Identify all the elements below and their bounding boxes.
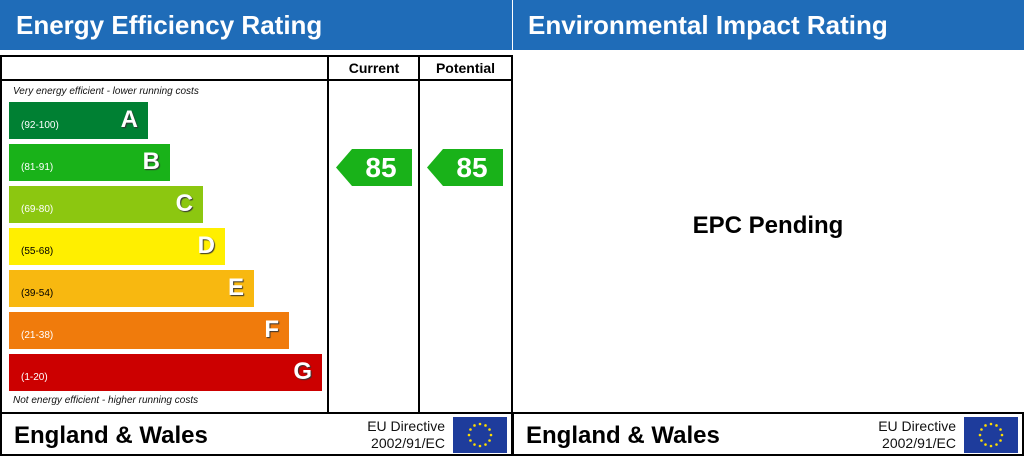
- band-bar-g: (1-20) G: [9, 354, 322, 391]
- star: [980, 428, 983, 431]
- band-bar-b: (81-91) B: [9, 144, 170, 181]
- star: [488, 439, 491, 442]
- band-letter: E: [227, 274, 244, 301]
- band-letter: D: [197, 232, 215, 259]
- band-range: (21-38): [21, 330, 54, 341]
- potential-rating-arrow: 85: [427, 149, 503, 186]
- right-footer: England & Wales EU Directive 2002/91/EC: [512, 412, 1024, 456]
- divider: [327, 55, 329, 412]
- star: [484, 443, 487, 446]
- star: [999, 428, 1002, 431]
- star: [984, 424, 987, 427]
- region-label: England & Wales: [526, 422, 720, 449]
- directive-line2: 2002/91/EC: [882, 435, 956, 451]
- energy-efficiency-header: Energy Efficiency Rating: [0, 0, 512, 50]
- band-range: (81-91): [21, 162, 54, 173]
- epc-pending-status: EPC Pending: [692, 212, 844, 239]
- band-bar-a: (92-100) A: [9, 102, 148, 139]
- star: [989, 422, 993, 426]
- divider: [418, 55, 420, 412]
- directive-line2: 2002/91/EC: [371, 435, 445, 451]
- left-footer: England & Wales EU Directive 2002/91/EC: [0, 412, 513, 456]
- directive-line1: EU Directive: [878, 418, 956, 434]
- band-bar-e: (39-54) E: [9, 270, 254, 307]
- star: [995, 443, 998, 446]
- eu-directive: EU Directive 2002/91/EC: [878, 418, 956, 452]
- star: [478, 444, 482, 448]
- current-rating-arrow: 85: [336, 149, 412, 186]
- star: [473, 443, 476, 446]
- band-bar-f: (21-38) F: [9, 312, 289, 349]
- band-letter: G: [293, 358, 312, 385]
- star: [984, 443, 987, 446]
- star: [478, 422, 482, 426]
- star: [484, 424, 487, 427]
- band-bar-c: (69-80) C: [9, 186, 203, 223]
- band-range: (92-100): [21, 120, 59, 131]
- star: [995, 424, 998, 427]
- region-label: England & Wales: [14, 422, 208, 449]
- bottom-note: Not energy efficient - higher running co…: [13, 395, 199, 406]
- band-range: (69-80): [21, 204, 54, 215]
- band-letter: C: [175, 190, 193, 217]
- current-rating-value: 85: [365, 152, 397, 183]
- band-letter: A: [120, 106, 138, 133]
- band-range: (55-68): [21, 246, 54, 257]
- environmental-impact-header: Environmental Impact Rating: [513, 0, 1024, 50]
- star: [467, 433, 471, 437]
- divider: [2, 79, 512, 81]
- star: [489, 433, 493, 437]
- top-note: Very energy efficient - lower running co…: [13, 86, 199, 97]
- eu-flag-icon: [964, 417, 1018, 453]
- eu-flag-icon: [453, 417, 507, 453]
- star: [1000, 433, 1004, 437]
- star: [473, 424, 476, 427]
- band-letter: F: [264, 316, 279, 343]
- band-range: (1-20): [21, 372, 48, 383]
- band-letter: B: [142, 148, 160, 175]
- star: [469, 439, 472, 442]
- star: [980, 439, 983, 442]
- band-bar-d: (55-68) D: [9, 228, 225, 265]
- star: [989, 444, 993, 448]
- star: [978, 433, 982, 437]
- star: [999, 439, 1002, 442]
- star: [469, 428, 472, 431]
- band-range: (39-54): [21, 288, 54, 299]
- star: [488, 428, 491, 431]
- column-current: Current: [348, 60, 400, 76]
- directive-line1: EU Directive: [367, 418, 445, 434]
- potential-rating-value: 85: [456, 152, 488, 183]
- column-potential: Potential: [435, 60, 496, 76]
- eu-directive: EU Directive 2002/91/EC: [367, 418, 445, 452]
